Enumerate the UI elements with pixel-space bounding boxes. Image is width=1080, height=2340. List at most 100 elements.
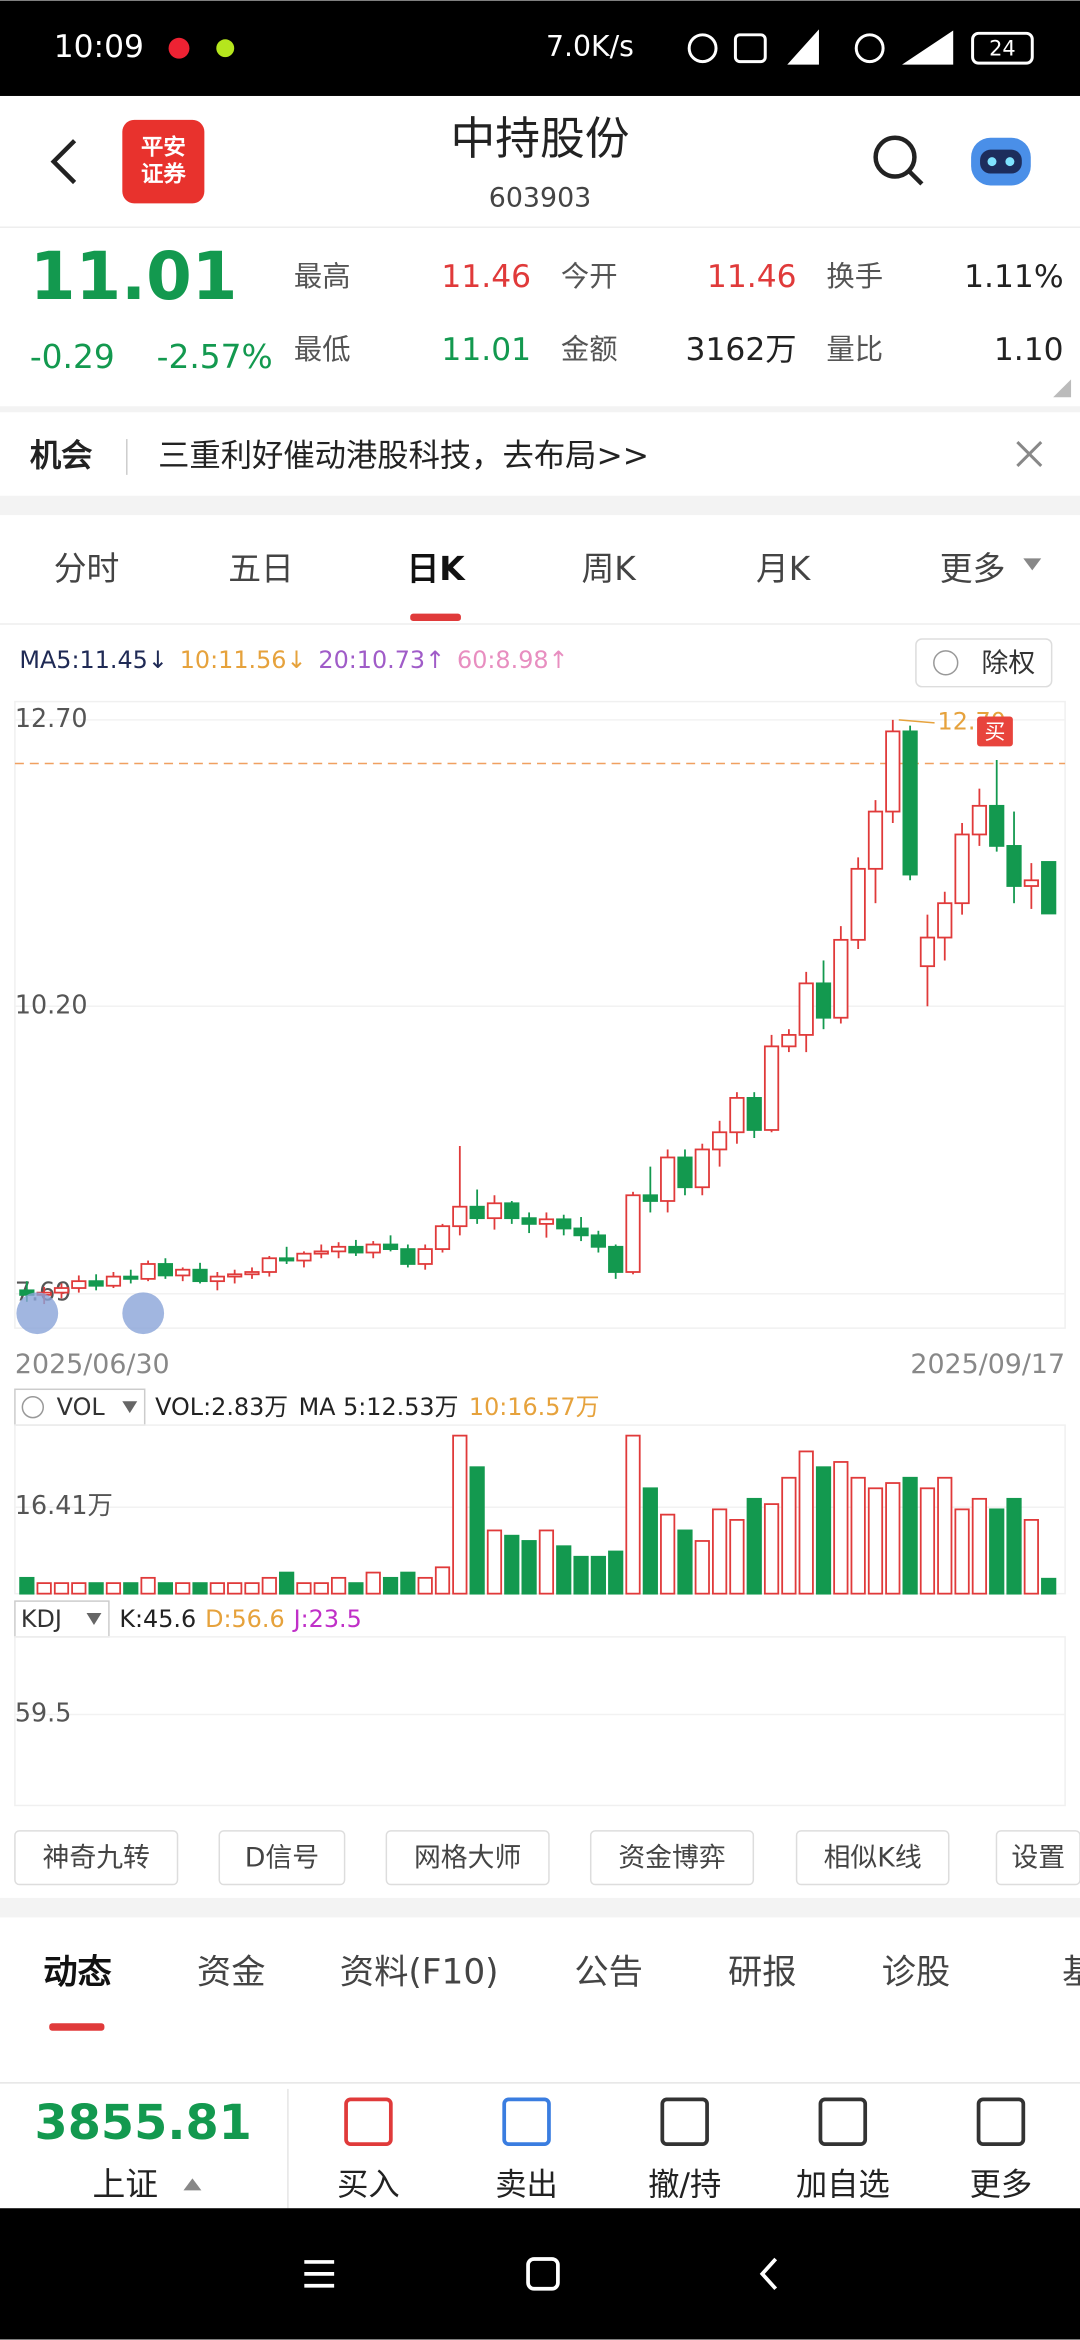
volume-bar [954,1508,970,1595]
action-label[interactable]: 买入 [337,2167,400,2203]
status-bar [0,0,1080,96]
info-icon [933,650,959,676]
volume-bar [53,1582,70,1595]
volume-bar [660,1513,676,1595]
index-name[interactable]: 上证 [93,2165,159,2203]
candle-body [608,1245,624,1273]
candle-body [382,1243,399,1250]
ma-legend-item: MA5:11.45↓ [19,646,167,674]
volume-bar [521,1540,537,1595]
period-tab[interactable]: 五日 [228,550,294,588]
status-icons [687,29,1034,65]
candle-body [937,902,953,939]
divider [0,495,1080,516]
volume-bar [971,1497,988,1595]
volume-legend: VOL:2.83万 [155,1393,288,1421]
candle-body [348,1245,364,1254]
volume-bar [538,1529,555,1595]
stat-value: 1.10 [994,332,1064,368]
candle-body [660,1156,676,1202]
tool-label: 相似K线 [824,1843,922,1874]
search-button[interactable] [873,135,924,186]
volume-bar [313,1582,329,1595]
action-label[interactable]: 更多 [970,2167,1033,2203]
expand-corner[interactable] [1053,379,1072,398]
candle-body [902,730,918,876]
candle-body [781,1034,797,1048]
buy-tag-box [977,716,1013,747]
candle-body [486,1202,503,1220]
candle-body [573,1227,589,1237]
candle-body [417,1248,433,1265]
kdj-legend: J:23.5 [292,1605,362,1633]
period-tab[interactable]: 更多 [940,550,1006,588]
volume-bar [625,1434,641,1595]
info-tab[interactable]: 资金 [197,1953,266,1993]
volume-bar [712,1508,728,1595]
candle-body [261,1257,277,1273]
tool-button[interactable] [218,1830,346,1886]
candle-body [209,1275,225,1283]
volume-bar [919,1487,936,1595]
info-tab[interactable]: 动态 [43,1953,112,1993]
stat-label: 今开 [561,260,618,293]
divider [0,1897,1080,1918]
tool-label: 设置 [1011,1843,1065,1874]
indicator-selector[interactable] [14,1388,146,1426]
action-label[interactable]: 加自选 [796,2167,890,2203]
candle-body [971,804,988,836]
tool-button[interactable] [589,1830,755,1886]
info-tab[interactable]: 资料(F10) [340,1953,499,1993]
assistant-button[interactable] [971,137,1031,186]
candle-body [850,867,866,941]
adjust-label: 除权 [982,648,1036,679]
action-icon [818,2097,868,2146]
indicator-name: VOL [57,1393,106,1421]
period-tab[interactable]: 周K [581,550,637,588]
y-tick-label: 16.41万 [15,1490,113,1520]
candle-body [452,1205,468,1228]
volume-bar [348,1582,364,1595]
stat-label: 量比 [826,333,883,366]
tool-button[interactable] [385,1830,550,1886]
tool-button[interactable] [995,1830,1080,1886]
volume-bar [590,1555,606,1595]
info-tab[interactable]: 诊股 [882,1953,951,1993]
action-icon [502,2097,551,2146]
period-tab[interactable]: 日K [406,550,466,588]
info-tab[interactable]: 研报 [728,1953,797,1993]
action-label[interactable]: 卖出 [495,2167,558,2203]
info-tab[interactable]: 基金 [1062,1953,1080,1993]
tool-button[interactable] [795,1830,950,1886]
info-tab[interactable]: 公告 [574,1953,643,1993]
volume-bar [19,1576,35,1595]
volume-bar [867,1487,884,1595]
volume-bar [850,1476,866,1595]
volume-bar [227,1582,243,1595]
banner-close[interactable] [1016,440,1043,467]
candle-body [53,1287,70,1294]
candle-body [434,1225,451,1250]
kdj-legend: D:56.6 [205,1605,285,1633]
volume-bar [123,1582,139,1595]
stat-value: 1.11% [964,259,1063,295]
nav-right[interactable] [122,1292,165,1335]
candle-body [954,833,970,905]
candle-body [590,1234,606,1248]
period-tab[interactable]: 月K [756,550,812,588]
nav-buttons[interactable] [304,2257,778,2291]
action-label[interactable]: 撤/持 [648,2167,721,2203]
banner-text[interactable]: 三重利好催动港股科技，去布局>> [158,438,649,474]
candle-body [400,1248,416,1265]
back-button[interactable] [50,139,77,185]
dropdown-arrow [86,1613,102,1625]
volume-bar [937,1476,953,1595]
nav-left[interactable] [16,1292,59,1335]
tool-button[interactable] [14,1830,179,1886]
candle-body [538,1218,555,1225]
y-tick-label: 10.20 [15,989,88,1019]
period-tab[interactable]: 分时 [54,550,120,588]
candle-body [469,1205,485,1220]
volume-bar [71,1582,87,1595]
